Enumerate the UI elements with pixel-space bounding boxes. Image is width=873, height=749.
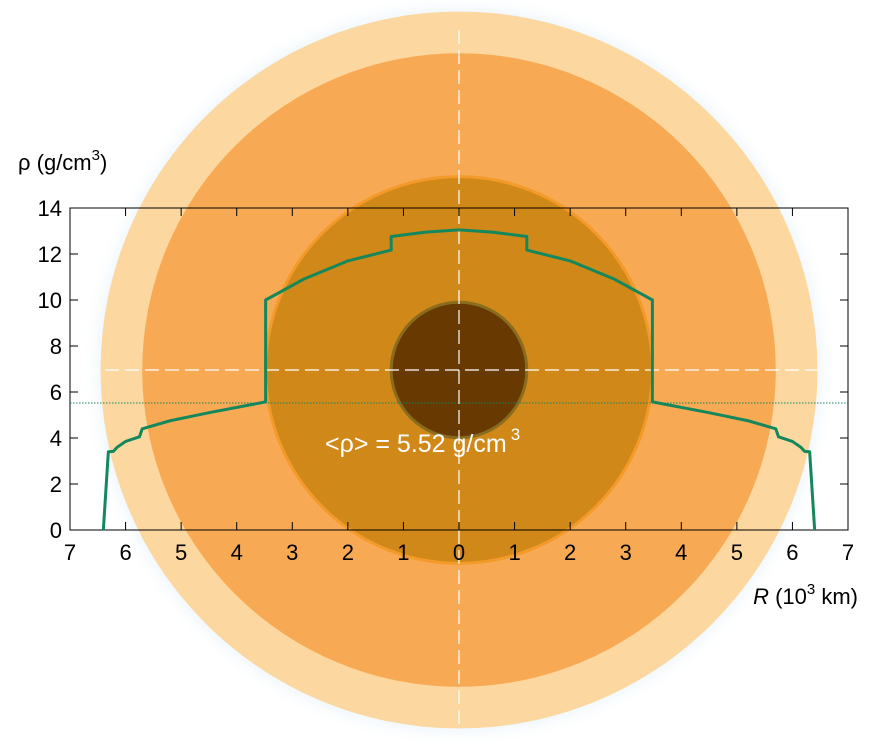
x-tick-label: 2	[564, 540, 576, 565]
x-tick-label: 3	[620, 540, 632, 565]
x-tick-label: 6	[786, 540, 798, 565]
x-label-text: (10	[769, 584, 807, 609]
y-tick-label: 12	[38, 242, 62, 267]
annotation-text: <ρ> = 5.52 g/cm	[325, 430, 507, 458]
y-tick-label: 6	[50, 380, 62, 405]
x-label-var: R	[753, 584, 769, 609]
x-axis-label: R (103 km)	[753, 581, 858, 609]
y-tick-label: 0	[50, 518, 62, 543]
x-tick-label: 6	[119, 540, 131, 565]
y-axis-label: ρ (g/cm3)	[18, 147, 107, 175]
x-tick-label: 4	[231, 540, 243, 565]
x-label-end: km)	[815, 584, 858, 609]
y-label-text: ρ (g/cm	[18, 150, 92, 175]
x-tick-label: 5	[175, 540, 187, 565]
x-label-sup: 3	[807, 581, 815, 598]
annotation: <ρ> = 5.52 g/cm 3	[325, 425, 520, 458]
x-tick-label: 7	[842, 540, 854, 565]
x-tick-label: 0	[453, 540, 465, 565]
annotation-sup: 3	[511, 425, 520, 444]
x-tick-label: 5	[731, 540, 743, 565]
y-tick-label: 4	[50, 426, 62, 451]
x-tick-label: 4	[675, 540, 687, 565]
y-tick-label: 8	[50, 334, 62, 359]
y-tick-label: 14	[38, 196, 62, 221]
density-profile	[101, 228, 460, 531]
density-profile	[458, 228, 817, 531]
y-label-end: )	[100, 150, 107, 175]
x-tick-label: 1	[397, 540, 409, 565]
x-tick-label: 7	[64, 540, 76, 565]
x-tick-label: 1	[508, 540, 520, 565]
y-tick-label: 2	[50, 472, 62, 497]
y-label-sup: 3	[92, 147, 100, 164]
x-tick-label: 2	[342, 540, 354, 565]
y-tick-label: 10	[38, 288, 62, 313]
x-tick-label: 3	[286, 540, 298, 565]
